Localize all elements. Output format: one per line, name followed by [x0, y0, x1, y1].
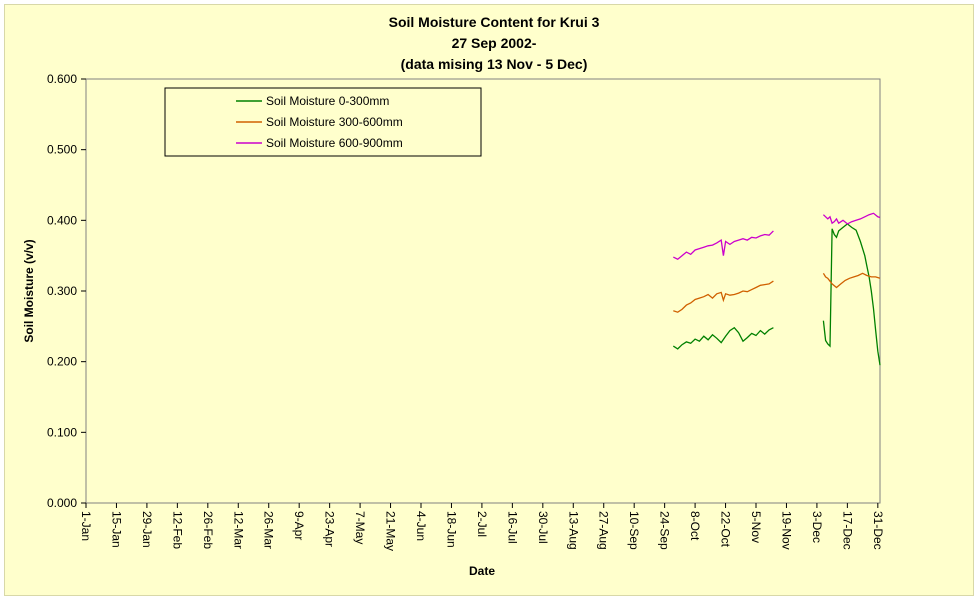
chart-title-line-2: 27 Sep 2002- [452, 35, 537, 51]
x-tick-label: 26-Mar [262, 511, 276, 549]
x-tick-label: 8-Oct [688, 511, 702, 541]
x-tick-label: 30-Jul [536, 511, 550, 544]
chart-title-line-3: (data mising 13 Nov - 5 Dec) [401, 56, 588, 72]
x-tick-label: 1-Jan [79, 511, 93, 541]
y-tick-label: 0.600 [47, 72, 77, 86]
x-tick-label: 9-Apr [292, 511, 306, 540]
y-tick-label: 0.200 [47, 355, 77, 369]
x-tick-label: 3-Dec [810, 511, 824, 543]
legend-box [164, 87, 482, 157]
x-tick-label: 13-Aug [566, 511, 580, 550]
x-tick-label: 10-Sep [627, 511, 641, 550]
x-tick-label: 4-Jun [414, 511, 428, 541]
x-axis: 1-Jan 15-Jan 29-Jan 12-Feb 26-Feb 12-Mar 26-Ma… [79, 503, 885, 551]
series-line-0-segment-1 [822, 223, 881, 366]
y-tick-label: 0.000 [47, 496, 77, 510]
x-tick-label: 2-Jul [475, 511, 489, 537]
series-line-2-segment-1 [822, 212, 881, 225]
x-tick-label: 5-Nov [749, 511, 763, 543]
series-line-1-segment-0 [673, 280, 774, 313]
x-tick-label: 12-Mar [231, 511, 245, 549]
x-tick-label: 7-May [353, 511, 367, 544]
x-tick-label: 27-Aug [597, 511, 611, 550]
x-tick-label: 17-Dec [840, 511, 854, 550]
x-tick-label: 22-Oct [719, 511, 733, 548]
y-tick-label: 0.500 [47, 143, 77, 157]
legend-label-600-900mm: Soil Moisture 600-900mm [266, 136, 403, 150]
x-tick-label: 26-Feb [201, 511, 215, 549]
y-tick-label: 0.400 [47, 213, 77, 227]
y-tick-label: 0.100 [47, 425, 77, 439]
x-tick-label: 21-May [384, 511, 398, 551]
x-tick-label: 29-Jan [140, 511, 154, 548]
series-line-1-segment-1 [822, 272, 881, 289]
y-tick-label: 0.300 [47, 284, 77, 298]
legend-label-300-600mm: Soil Moisture 300-600mm [266, 115, 403, 129]
x-tick-label: 31-Dec [871, 511, 885, 550]
x-tick-label: 24-Sep [658, 511, 672, 550]
x-tick-label: 12-Feb [170, 511, 184, 549]
legend-label-0-300mm: Soil Moisture 0-300mm [266, 94, 389, 108]
y-axis-title: Soil Moisture (v/v) [22, 239, 36, 342]
x-tick-label: 23-Apr [323, 511, 337, 547]
series-line-0-segment-0 [672, 326, 774, 350]
x-tick-label: 15-Jan [109, 511, 123, 548]
x-axis-title: Date [469, 564, 495, 578]
x-tick-label: 18-Jun [444, 511, 458, 548]
chart-title-line-1: Soil Moisture Content for Krui 3 [389, 14, 600, 30]
series-line-2-segment-0 [673, 230, 774, 260]
y-axis: 0.000 0.100 0.200 0.300 0.400 0.500 0.600 [47, 72, 86, 510]
x-tick-label: 16-Jul [505, 511, 519, 544]
series-layer [672, 212, 881, 366]
x-tick-label: 19-Nov [779, 511, 793, 550]
legend: Soil Moisture 0-300mm Soil Moisture 300-… [164, 87, 482, 157]
